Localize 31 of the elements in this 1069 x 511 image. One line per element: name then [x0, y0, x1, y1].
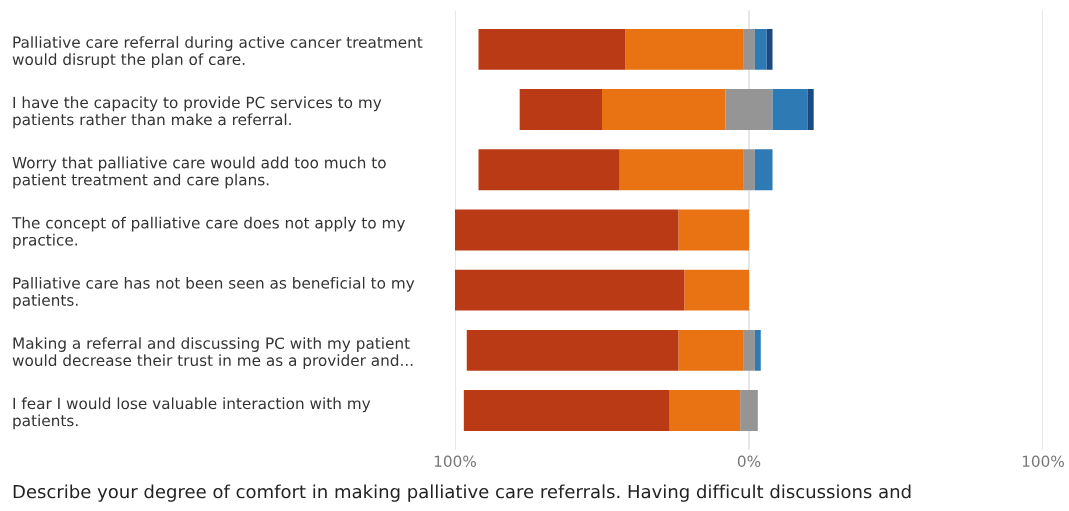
y-tick-label: I fear I would lose valuable interaction with my patients.: [13, 397, 371, 430]
bar: [678, 209, 749, 251]
bar: [619, 149, 744, 191]
x-tick-label: 0%: [737, 455, 761, 468]
bar: [678, 329, 744, 371]
y-tick-label: Making a referral and discussing PC with my patient would decrease their trust in me as a provider and...: [12, 337, 413, 370]
bar: [669, 390, 741, 432]
y-tick-label: Worry that palliative care would add too much to patient treatment and care plans.: [12, 156, 386, 189]
text: Describe your degree of comfort in making palliative care referrals. Having difficult discussions and: [13, 484, 911, 502]
y-tick-label: Palliative care has not been seen as beneficial to my patients.: [13, 276, 415, 309]
bar: [519, 89, 602, 131]
bar: [772, 89, 808, 131]
bar: [807, 89, 814, 131]
bar: [684, 269, 749, 311]
bar: [754, 149, 773, 191]
bar: [602, 89, 726, 131]
bar: [754, 28, 767, 70]
bar: [463, 390, 670, 432]
y-tick-label: Palliative care referral during active cancer treatment would disrupt the plan of care.: [12, 36, 423, 69]
bar: [455, 269, 685, 311]
bar: [466, 329, 679, 371]
bar: [625, 28, 744, 70]
bar: [766, 28, 773, 70]
y-tick-label: The concept of palliative care does not apply to my practice.: [11, 216, 405, 249]
x-tick-label: 100%: [1022, 455, 1064, 468]
y-tick-label: I have the capacity to provide PC services to my patients rather than make a referral.: [13, 96, 382, 129]
bar: [754, 329, 761, 371]
bar: [478, 28, 626, 70]
x-tick-label: 100%: [434, 455, 476, 468]
bar: [478, 149, 620, 191]
bar: [455, 209, 679, 251]
